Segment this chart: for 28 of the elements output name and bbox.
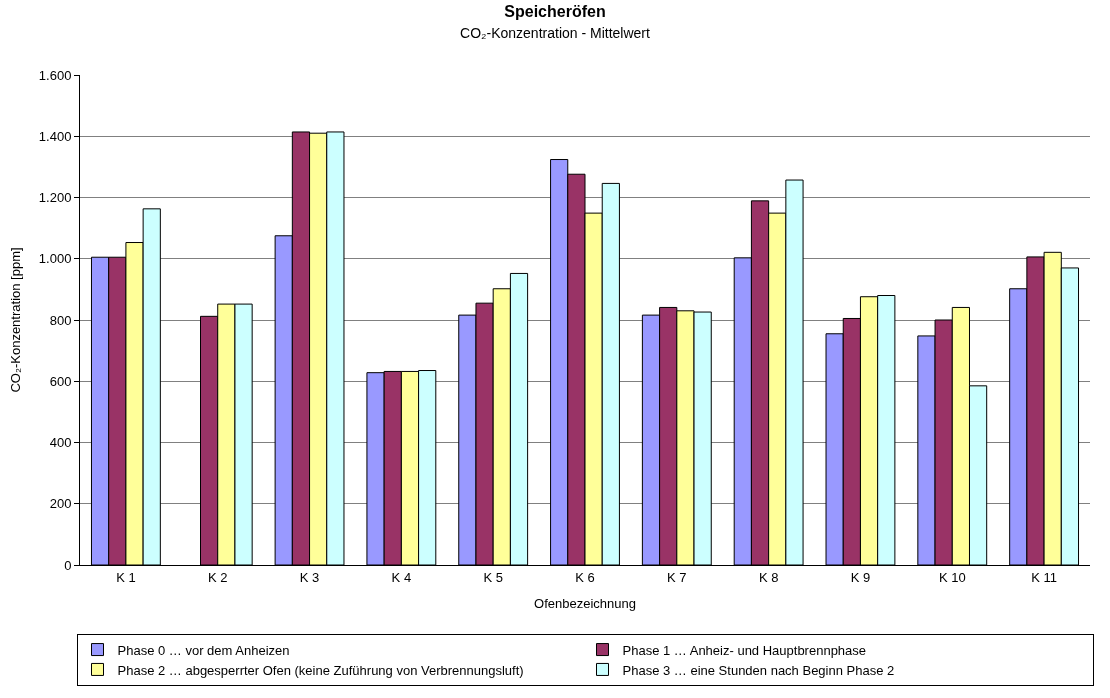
legend-label: Phase 3 … eine Stunden nach Beginn Phase 2 — [622, 662, 895, 678]
y-axis-title: CO₂-Konzentration [ppm] — [7, 247, 23, 393]
x-axis-title: Ofenbezeichnung — [534, 596, 636, 612]
x-tick-label: K 8 — [758, 569, 779, 585]
y-tick-label: 1.400 — [38, 128, 72, 144]
y-tick-label: 800 — [49, 312, 72, 328]
y-tick-label: 600 — [49, 373, 72, 389]
x-tick-label: K 2 — [207, 569, 228, 585]
x-tick-label: K 4 — [391, 569, 412, 585]
y-tick-label: 1.000 — [38, 251, 72, 267]
legend-label: Phase 1 … Anheiz- und Hauptbrennphase — [622, 642, 867, 658]
legend-label: Phase 2 … abgesperrter Ofen (keine Zuführung von Verbrennungsluft) — [117, 662, 524, 678]
chart-subtitle: CO₂-Konzentration - Mittelwert — [460, 25, 651, 42]
y-tick-label: 0 — [64, 557, 72, 573]
x-tick-label: K 3 — [299, 569, 320, 585]
y-tick-label: 400 — [49, 435, 72, 451]
x-tick-label: K 6 — [575, 569, 595, 585]
y-tick-label: 200 — [49, 496, 72, 512]
x-tick-label: K 11 — [1031, 569, 1057, 585]
x-tick-label: K 5 — [483, 569, 503, 585]
x-tick-label: K 9 — [850, 569, 871, 585]
legend-label: Phase 0 … vor dem Anheizen — [117, 642, 290, 658]
y-tick-label: 1.200 — [38, 190, 72, 206]
y-tick-label: 1.600 — [38, 67, 72, 83]
chart-title: Speicheröfen — [504, 3, 606, 21]
x-tick-label: K 1 — [116, 569, 136, 585]
x-tick-label: K 7 — [667, 569, 687, 585]
x-tick-label: K 10 — [938, 569, 966, 585]
